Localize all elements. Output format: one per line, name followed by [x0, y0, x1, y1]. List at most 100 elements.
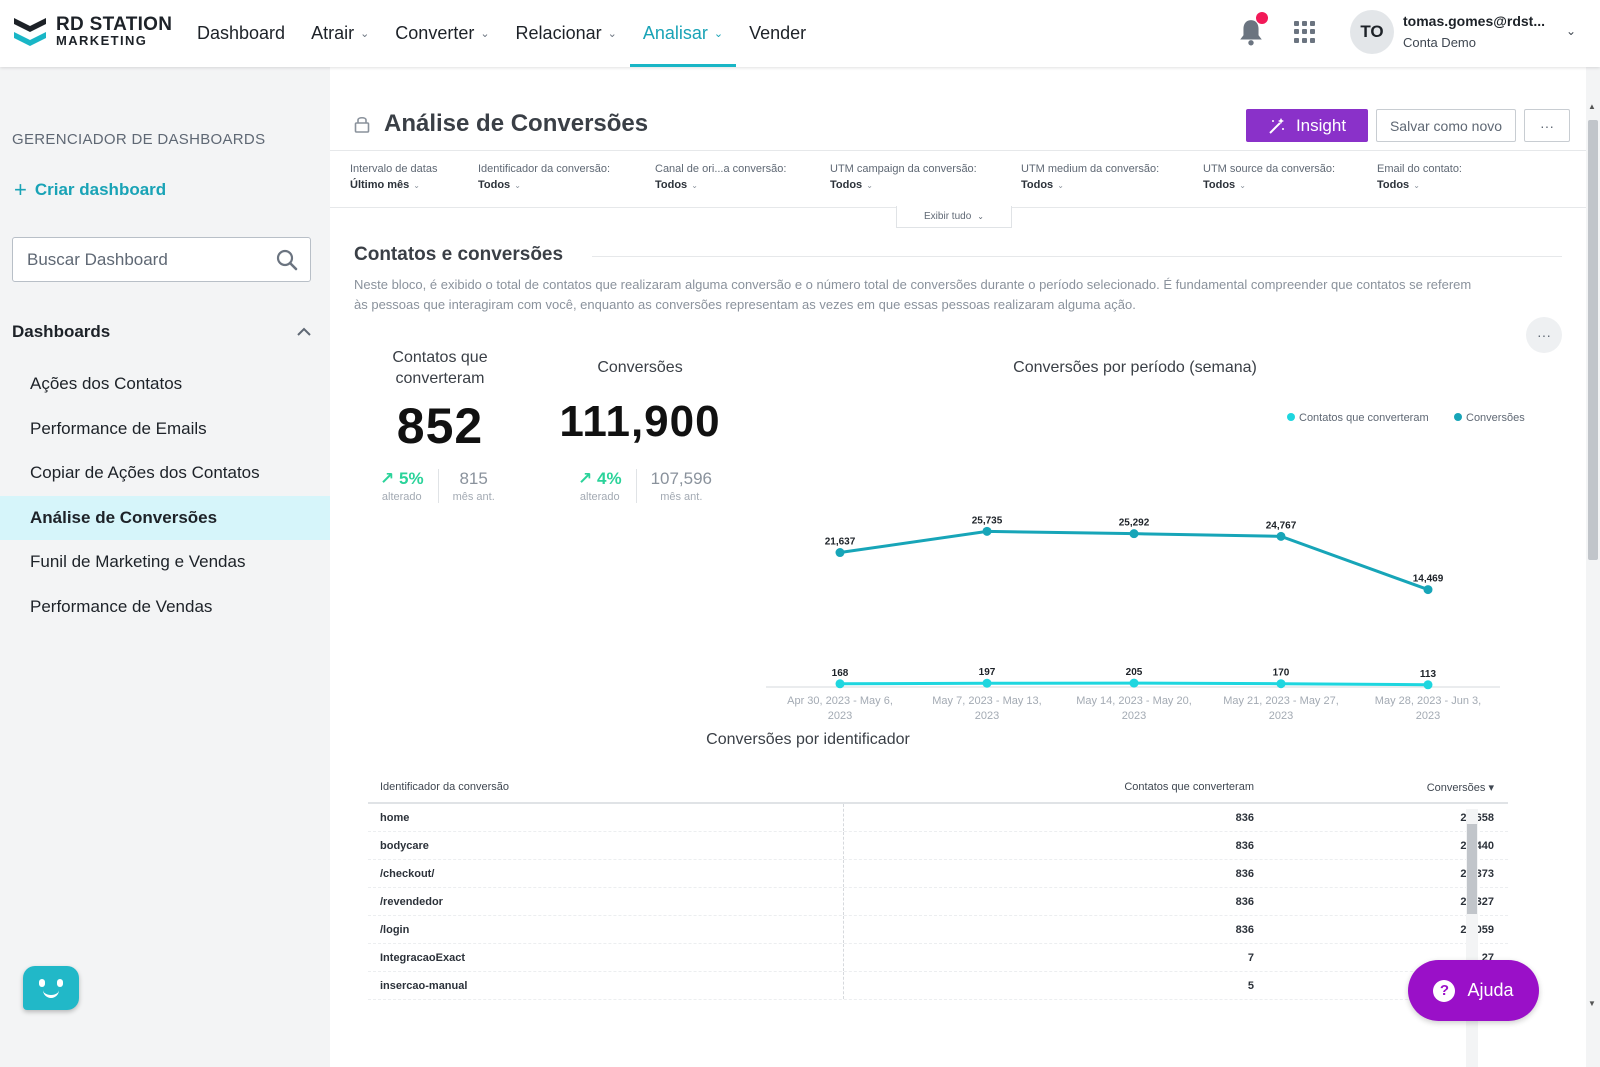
notifications-button[interactable]	[1238, 12, 1268, 46]
chevron-down-icon: ⌄	[1413, 181, 1420, 190]
sidebar-heading: GERENCIADOR DE DASHBOARDS	[12, 131, 266, 148]
data-label: 168	[832, 668, 849, 679]
table-scrollbar[interactable]	[1466, 809, 1478, 1067]
table-cell: 7	[1247, 951, 1254, 964]
user-avatar[interactable]: TO	[1350, 10, 1394, 54]
data-label: 25,735	[972, 515, 1003, 526]
sidebar-item[interactable]: Copiar de Ações dos Contatos	[30, 463, 260, 483]
table-row: /revendedor 83622,327	[368, 888, 1508, 916]
lock-icon[interactable]	[354, 115, 370, 133]
table-cell: 836	[1235, 811, 1254, 824]
brand-subname: MARKETING	[56, 32, 148, 48]
chatbot-button[interactable]	[23, 966, 79, 1010]
sidebar-item[interactable]: Performance de Vendas	[30, 596, 213, 616]
search-input[interactable]	[13, 238, 253, 281]
save-as-new-button[interactable]: Salvar como novo	[1376, 109, 1516, 142]
plus-icon: +	[14, 177, 27, 202]
data-label: 205	[1126, 667, 1143, 678]
table-cell: /login	[368, 916, 844, 943]
conversions-table: Identificador da conversão Contatos que c…	[368, 772, 1508, 1000]
filter-value: Último mês	[350, 179, 410, 191]
dashboard-panel: Análise de Conversões Insight Salvar com…	[330, 67, 1586, 1067]
filter-dropdown[interactable]: Canal de ori...a conversão: Todos ⌄	[655, 163, 786, 191]
sidebar-item[interactable]: Análise de Conversões	[0, 495, 330, 540]
sidebar: GERENCIADOR DE DASHBOARDS + Criar dashbo…	[0, 67, 330, 1067]
data-point	[1129, 678, 1139, 688]
nav-dashboard[interactable]: Dashboard	[184, 0, 298, 67]
help-button[interactable]: ? Ajuda	[1408, 960, 1539, 1021]
sidebar-item[interactable]: Funil de Marketing e Vendas	[30, 552, 246, 572]
kpi-contacts: Contatos que converteram 852	[360, 347, 520, 455]
rd-station-logo[interactable]: RD STATION MARKETING	[12, 14, 172, 48]
data-point	[982, 678, 992, 688]
sidebar-item[interactable]: Ações dos Contatos	[30, 374, 183, 394]
create-dashboard-button[interactable]: + Criar dashboard	[14, 177, 166, 203]
data-point	[982, 526, 992, 536]
table-row: IntegracaoExact 7 27	[368, 944, 1508, 972]
bell-icon	[1240, 20, 1262, 46]
kpi-value: 111,900	[559, 397, 721, 446]
column-header[interactable]: Identificador da conversão	[380, 781, 510, 793]
kpi-contacts-comparison: ↗ 5% alterado 815 mês ant.	[380, 469, 495, 503]
dashboards-section-toggle[interactable]: Dashboards	[12, 322, 312, 342]
show-all-filters-button[interactable]: Exibir tudo ⌄	[896, 206, 1012, 228]
filter-dropdown[interactable]: Identificador da conversão: Todos ⌄	[478, 163, 610, 191]
chevron-down-icon: ⌄	[977, 212, 984, 221]
insight-button[interactable]: Insight	[1246, 109, 1368, 142]
chevron-down-icon: ⌄	[866, 181, 873, 190]
tile-options-button[interactable]: ···	[1526, 317, 1562, 353]
data-point	[835, 679, 845, 689]
brand-name: RD STATION	[56, 13, 173, 35]
filter-dropdown[interactable]: Intervalo de datas Último mês ⌄	[350, 163, 437, 191]
chevron-down-icon: ⌄	[713, 28, 724, 40]
nav-label: Analisar	[642, 23, 708, 43]
table-cell: 836	[1235, 895, 1254, 908]
table-cell: IntegracaoExact	[368, 944, 844, 971]
filter-bar: Intervalo de datas Último mês ⌄ Identificad…	[330, 150, 1586, 208]
apps-grid-icon[interactable]	[1294, 21, 1316, 43]
filter-value: Todos	[655, 179, 688, 191]
chart-title: Conversões por período (semana)	[1013, 359, 1257, 376]
table-row: bodycare 83622,440	[368, 832, 1508, 860]
filter-value: Todos	[1203, 179, 1236, 191]
data-point	[835, 548, 845, 558]
chevron-down-icon[interactable]: ⌄	[1566, 24, 1577, 38]
filter-value: Todos	[830, 179, 863, 191]
more-options-button[interactable]: ···	[1524, 109, 1570, 142]
nav-vender[interactable]: Vender	[736, 0, 819, 67]
filter-value: Todos	[1377, 179, 1410, 191]
search-icon[interactable]	[276, 249, 298, 271]
table-cell: 22,440	[1254, 840, 1502, 852]
nav-label: Converter	[395, 23, 475, 43]
column-header[interactable]: Contatos que converteram	[1124, 781, 1254, 793]
series-line-1	[839, 529, 1429, 591]
filter-dropdown[interactable]: UTM medium da conversão: Todos ⌄	[1021, 163, 1159, 191]
page-scrollbar[interactable]: ▲ ▼	[1586, 100, 1600, 1010]
nav-analisar[interactable]: Analisar ⌄	[629, 0, 737, 67]
nav-converter[interactable]: Converter ⌄	[382, 0, 502, 67]
trend-up-icon: ↗	[380, 469, 395, 488]
filter-dropdown[interactable]: UTM source da conversão: Todos ⌄	[1203, 163, 1335, 191]
nav-label: Vender	[749, 23, 807, 43]
sidebar-item[interactable]: Performance de Emails	[30, 418, 207, 438]
nav-relacionar[interactable]: Relacionar ⌄	[503, 0, 630, 67]
filter-value-row: Todos ⌄	[655, 179, 786, 191]
nav-label: Atrair	[311, 23, 355, 43]
filter-dropdown[interactable]: UTM campaign da conversão: Todos ⌄	[830, 163, 977, 191]
data-label: 25,292	[1119, 518, 1150, 529]
column-header[interactable]: Conversões ▾	[1426, 781, 1494, 794]
x-tick-label: 2023	[828, 710, 852, 722]
nav-atrair[interactable]: Atrair ⌄	[298, 0, 382, 67]
top-navbar: RD STATION MARKETING Dashboard Atrair ⌄ Con…	[0, 0, 1600, 67]
section-title: Contatos e conversões	[354, 244, 564, 265]
filter-dropdown[interactable]: Email do contato: Todos ⌄	[1377, 163, 1462, 191]
dashboards-section-label: Dashboards	[12, 322, 111, 341]
table-cell: home	[368, 804, 844, 831]
filter-value-row: Todos ⌄	[830, 179, 977, 191]
table-cell: 836	[1235, 839, 1254, 852]
filter-value: Todos	[478, 179, 511, 191]
table-cell: 22,059	[1254, 924, 1502, 936]
show-all-label: Exibir tudo	[924, 211, 972, 222]
kpi-conversions: Conversões 111,900	[550, 357, 730, 447]
user-email[interactable]: tomas.gomes@rdst...	[1403, 13, 1546, 29]
